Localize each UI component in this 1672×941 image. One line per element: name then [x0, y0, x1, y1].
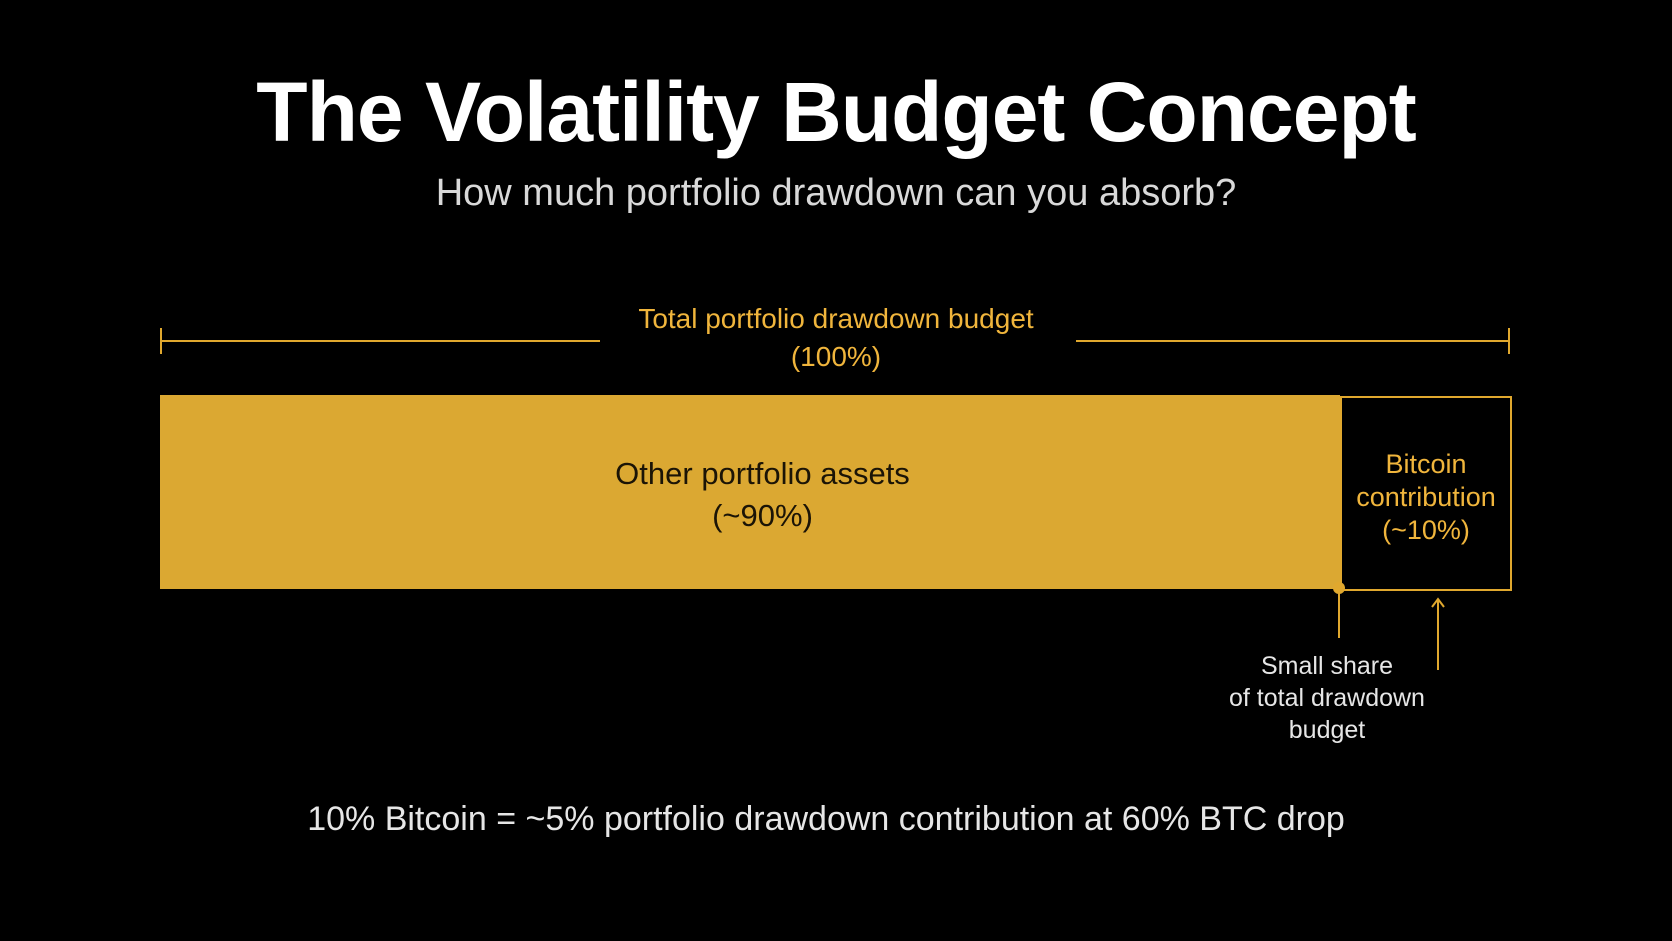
boundary-marker-line — [1338, 590, 1340, 638]
other-assets-label: Other portfolio assets (~90%) — [160, 453, 1365, 537]
footer-note: 10% Bitcoin = ~5% portfolio drawdown con… — [307, 800, 1345, 838]
small-share-line3: budget — [1288, 716, 1366, 744]
bracket-right-tick — [1508, 328, 1510, 354]
boundary-marker-dot — [1333, 582, 1345, 594]
total-budget-label-line1: Total portfolio drawdown budget — [638, 303, 1034, 334]
other-assets-segment: Other portfolio assets (~90%) — [160, 395, 1340, 589]
arrow-up-icon — [1431, 597, 1445, 670]
bitcoin-label-line1: Bitcoin — [1385, 449, 1467, 479]
slide-subtitle: How much portfolio drawdown can you abso… — [435, 172, 1237, 214]
bracket-left-line — [160, 340, 600, 342]
total-budget-label-line2: (100%) — [790, 341, 882, 372]
total-budget-label: Total portfolio drawdown budget (100%) — [560, 300, 1112, 376]
bitcoin-label-line3: (~10%) — [1382, 515, 1470, 545]
bitcoin-segment: Bitcoin contribution (~10%) — [1340, 396, 1512, 591]
bitcoin-label-line2: contribution — [1356, 482, 1496, 512]
small-share-line2: of total drawdown — [1229, 684, 1425, 712]
small-share-annotation: Small share of total drawdown budget — [1200, 650, 1454, 746]
slide-title: The Volatility Budget Concept — [256, 65, 1416, 159]
other-assets-label-line2: (~90%) — [712, 498, 813, 533]
bracket-right-line — [1076, 340, 1510, 342]
bitcoin-label: Bitcoin contribution (~10%) — [1342, 448, 1510, 547]
small-share-line1: Small share — [1261, 652, 1393, 680]
other-assets-label-line1: Other portfolio assets — [615, 456, 910, 491]
